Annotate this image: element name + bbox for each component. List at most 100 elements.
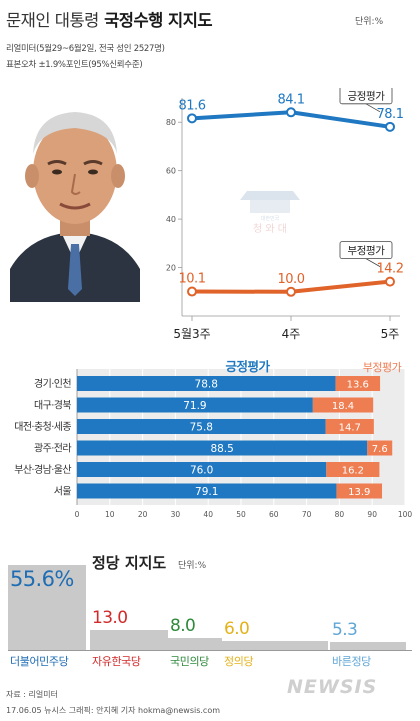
bar-positive-segment bbox=[77, 440, 368, 456]
line-y-tick-label: 20 bbox=[166, 264, 176, 273]
line-data-point bbox=[286, 107, 296, 118]
bar-positive-segment bbox=[77, 462, 327, 477]
line-series-tag-pointer bbox=[365, 103, 381, 113]
party-value-label: 55.6% bbox=[10, 567, 74, 591]
margin-of-error-note: 표본오차 ±1.9%포인트(95%신뢰수준) bbox=[6, 60, 143, 70]
newsis-logo: NEWSIS bbox=[287, 676, 378, 698]
line-data-label: 14.2 bbox=[377, 262, 404, 277]
line-series-tag-pointer bbox=[365, 258, 381, 267]
party-value-label: 13.0 bbox=[92, 608, 128, 629]
line-data-label: 84.1 bbox=[278, 92, 305, 107]
line-series-tag-label: 긍정평가 bbox=[347, 90, 385, 102]
bar-negative-segment bbox=[335, 376, 381, 391]
president-portrait-illustration bbox=[0, 84, 150, 302]
bar-x-tick-label: 0 bbox=[75, 510, 80, 519]
bar-positive-value: 76.0 bbox=[190, 465, 213, 477]
bar-negative-segment bbox=[312, 397, 374, 413]
bar-chart-bars: 경기·인천 78.8 13.6 대구·경북 71.9 18.4 대전·충청·세종 75.8 14… bbox=[14, 376, 393, 499]
line-data-label: 10.0 bbox=[278, 272, 305, 287]
bar-legend-positive: 긍정평가 bbox=[226, 359, 271, 374]
page-title: 문재인 대통령 국정수행 지지도 bbox=[6, 7, 213, 31]
bar-region-label: 대구·경북 bbox=[34, 399, 71, 412]
line-x-category-label: 5주 bbox=[381, 327, 400, 341]
bar-negative-segment bbox=[326, 462, 380, 477]
bar-negative-segment bbox=[325, 419, 374, 434]
unit-label: 단위:% bbox=[355, 17, 384, 27]
party-bar bbox=[168, 637, 222, 650]
party-bar bbox=[330, 641, 406, 650]
party-name-label: 자유한국당 bbox=[92, 655, 141, 668]
bar-positive-segment bbox=[77, 376, 336, 391]
bar-negative-value: 18.4 bbox=[332, 401, 354, 412]
party-value-label: 5.3 bbox=[332, 619, 358, 640]
bar-positive-segment bbox=[77, 397, 313, 413]
bar-region-label: 대전·충청·세종 bbox=[14, 421, 71, 433]
bar-positive-segment bbox=[77, 419, 326, 434]
party-support-section: 55.6% 더불어민주당 13.0 자유한국당 8.0 국민의당 6.0 정의당 5.3 바른정당 bbox=[0, 520, 420, 685]
watermark-line1: 대한민국 bbox=[261, 215, 280, 222]
party-chart-title: 정당 지지도 bbox=[92, 554, 167, 572]
bar-x-tick-label: 60 bbox=[269, 510, 279, 519]
line-chart-series bbox=[187, 107, 395, 297]
footer-source: 자료 : 리얼미터 bbox=[6, 690, 58, 699]
line-data-point bbox=[286, 286, 296, 297]
bar-negative-value: 13.9 bbox=[348, 487, 370, 498]
party-bar bbox=[8, 565, 86, 650]
bar-negative-value: 7.6 bbox=[372, 444, 388, 455]
line-data-point bbox=[187, 286, 197, 297]
party-bar bbox=[222, 640, 328, 650]
party-name-label: 국민의당 bbox=[170, 655, 209, 668]
line-data-point bbox=[385, 121, 395, 132]
party-baseline bbox=[8, 650, 412, 651]
party-name-label: 더불어민주당 bbox=[10, 655, 69, 668]
bar-negative-value: 16.2 bbox=[342, 466, 364, 477]
bar-x-tick-label: 10 bbox=[105, 510, 115, 519]
bar-positive-value: 71.9 bbox=[183, 400, 206, 412]
bar-negative-value: 13.6 bbox=[347, 380, 369, 391]
line-chart-labels: 81.6 84.1 78.1 긍정평가 10.1 10.0 14.2 부정평가 bbox=[179, 88, 404, 287]
bar-legend-negative: 부정평가 bbox=[363, 361, 402, 374]
line-plot-area bbox=[182, 98, 400, 316]
bar-x-tick-label: 80 bbox=[335, 510, 345, 519]
bar-negative-segment bbox=[336, 483, 383, 499]
bar-x-tick-label: 70 bbox=[302, 510, 312, 519]
bar-chart-grid: 0 10 20 30 40 50 60 70 80 90 100 긍정평가 부정평가 bbox=[75, 359, 413, 519]
line-data-point bbox=[187, 113, 197, 124]
line-data-label: 10.1 bbox=[179, 272, 206, 287]
footer-credit: 17.06.05 뉴시스 그래픽: 안지혜 기자 hokma@newsis.co… bbox=[6, 706, 221, 715]
bar-region-label: 광주·전라 bbox=[34, 443, 71, 455]
bar-positive-value: 88.5 bbox=[210, 443, 233, 455]
bar-x-tick-label: 90 bbox=[367, 510, 377, 519]
cheongwadae-watermark: 대한민국 청 와 대 bbox=[240, 191, 300, 235]
party-value-label: 6.0 bbox=[224, 618, 250, 639]
line-series-tag-label: 부정평가 bbox=[347, 245, 385, 257]
line-data-label: 78.1 bbox=[377, 107, 404, 122]
line-x-category-label: 4주 bbox=[282, 327, 301, 341]
bar-x-tick-label: 40 bbox=[203, 510, 213, 519]
approval-trend-line-chart: 20 40 60 80 5월3주 4주 5주 대한민국 청 와 대 81.6 84.1 78.1… bbox=[166, 88, 404, 341]
party-chart-unit: 단위:% bbox=[178, 561, 207, 571]
bar-region-label: 서울 bbox=[54, 486, 72, 498]
bar-region-label: 경기·인천 bbox=[34, 377, 71, 390]
bar-positive-value: 79.1 bbox=[195, 486, 218, 498]
title-emphasis: 국정수행 지지도 bbox=[104, 11, 213, 30]
watermark-line2: 청 와 대 bbox=[253, 223, 287, 235]
bar-x-tick-label: 50 bbox=[236, 510, 246, 519]
bar-negative-segment bbox=[367, 440, 393, 456]
line-y-tick-label: 80 bbox=[166, 118, 176, 127]
line-data-point bbox=[385, 276, 395, 287]
regional-approval-bar-chart: 0 10 20 30 40 50 60 70 80 90 100 긍정평가 부정평가 경기·인천 78.8… bbox=[14, 359, 413, 519]
party-name-label: 정의당 bbox=[224, 655, 254, 668]
title-prefix: 문재인 대통령 bbox=[6, 11, 99, 30]
survey-source-note: 리얼미터(5월29~6월2일, 전국 성인 2527명) bbox=[6, 44, 165, 54]
bar-region-label: 부산·경남·울산 bbox=[14, 463, 71, 476]
bar-x-tick-label: 30 bbox=[171, 510, 181, 519]
line-y-tick-label: 40 bbox=[166, 215, 176, 224]
bar-x-tick-label: 100 bbox=[398, 510, 413, 519]
bar-positive-value: 75.8 bbox=[190, 422, 213, 434]
line-chart-grid: 20 40 60 80 5월3주 4주 5주 bbox=[166, 98, 400, 341]
line-data-label: 81.6 bbox=[179, 98, 206, 113]
line-x-category-label: 5월3주 bbox=[173, 327, 210, 341]
line-y-tick-label: 60 bbox=[166, 167, 176, 176]
bar-positive-segment bbox=[77, 483, 337, 499]
